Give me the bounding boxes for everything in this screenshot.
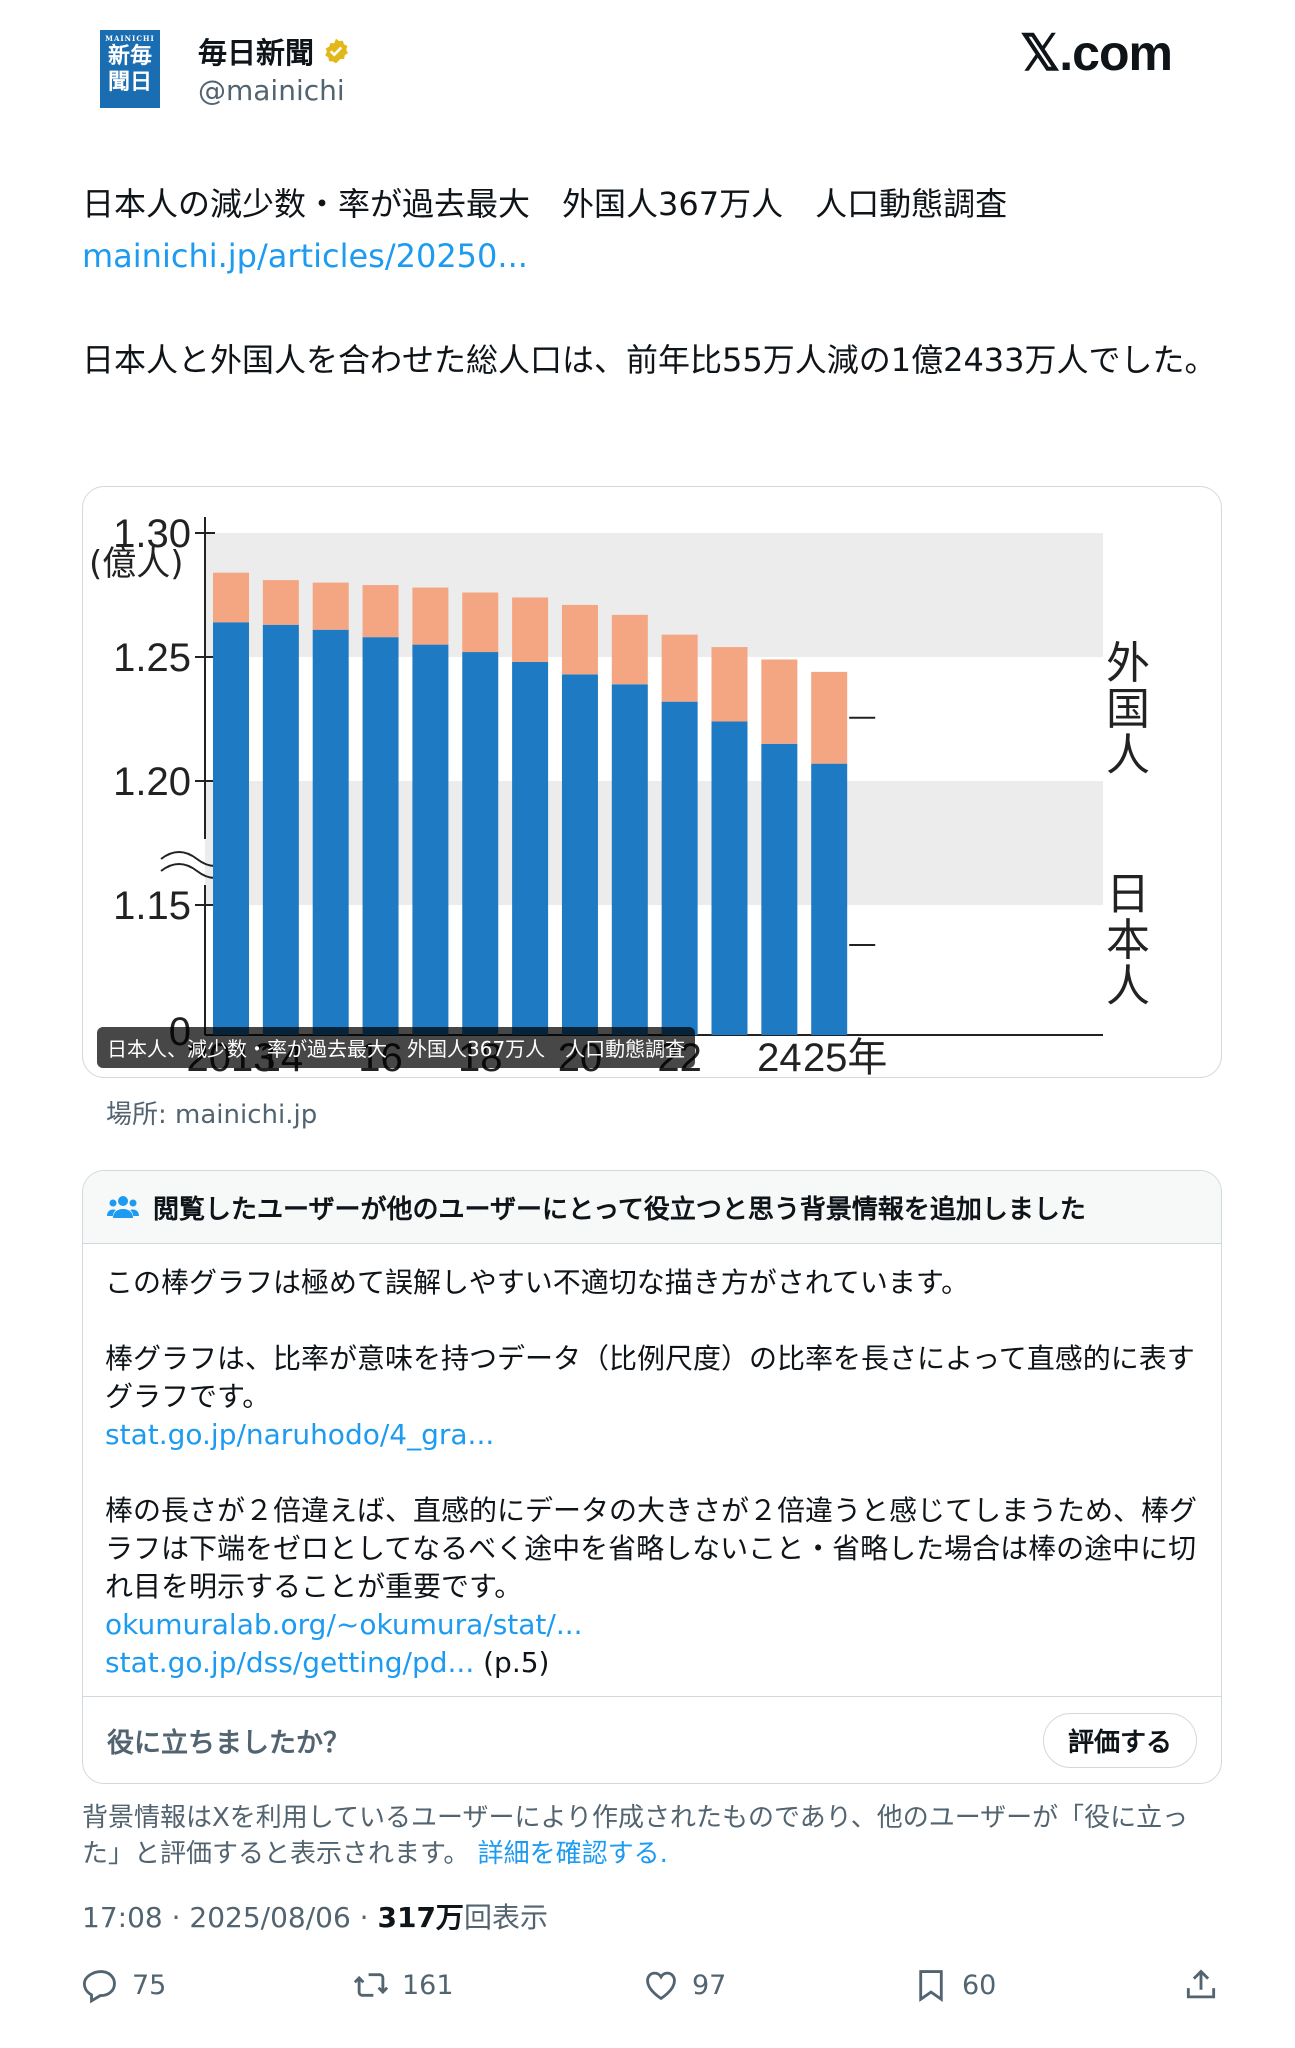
bar-foreign-2022 bbox=[661, 634, 698, 702]
bar-foreign-2017 bbox=[412, 587, 449, 645]
bar-japanese-2014 bbox=[262, 624, 299, 1035]
grid-band bbox=[205, 533, 1103, 657]
bar-foreign-2021 bbox=[611, 614, 648, 685]
disclaimer-text: 背景情報はXを利用しているユーザーにより作成されたものであり、他のユーザーが「役… bbox=[82, 1803, 1189, 1869]
bar-japanese-2024 bbox=[761, 743, 798, 1035]
note-body: この棒グラフは極めて誤解しやすい不適切な描き方がされています。 棒グラフは、比率… bbox=[83, 1244, 1221, 1682]
note-header: 閲覧したユーザーが他のユーザーにとって役立つと思う背景情報を追加しました bbox=[83, 1171, 1221, 1244]
bookmark-icon bbox=[919, 1970, 943, 2002]
y-tick-label: 1.20 bbox=[113, 760, 191, 804]
reply-icon bbox=[82, 1970, 116, 2004]
logo-text-top: MAINICHI bbox=[105, 34, 155, 43]
tweet-timestamp[interactable]: 17:08 · 2025/08/06 · bbox=[82, 1901, 378, 1934]
legend-label-japanese: 日本人 bbox=[1106, 869, 1150, 1012]
bar-foreign-2018 bbox=[462, 592, 499, 653]
bar-japanese-2025 bbox=[811, 763, 848, 1035]
note-heading: 閲覧したユーザーが他のユーザーにとって役立つと思う背景情報を追加しました bbox=[153, 1194, 1086, 1225]
bar-foreign-2025 bbox=[811, 671, 848, 764]
note-link-page: (p.5) bbox=[474, 1646, 550, 1679]
y-tick-label: 1.30 bbox=[113, 512, 191, 556]
tweet-text: 日本人の減少数・率が過去最大 外国人367万人 人口動態調査 mainichi.… bbox=[82, 178, 1222, 386]
repost-button[interactable]: 161 bbox=[352, 1966, 454, 2004]
learn-more-link[interactable]: 詳細を確認する. bbox=[477, 1839, 668, 1869]
repost-icon bbox=[353, 1973, 389, 1997]
note-paragraph-1: この棒グラフは極めて誤解しやすい不適切な描き方がされています。 bbox=[105, 1266, 970, 1299]
note-link-okumuralab[interactable]: okumuralab.org/~okumura/stat/... bbox=[105, 1608, 583, 1641]
x-tick-label: 24 bbox=[757, 1036, 802, 1077]
bar-foreign-2019 bbox=[512, 597, 549, 662]
x-tick-label: 25年 bbox=[803, 1036, 888, 1077]
y-tick-label: 1.15 bbox=[113, 884, 191, 928]
x-com-logo[interactable]: 𝕏.com bbox=[1020, 25, 1173, 81]
bar-foreign-2013 bbox=[213, 572, 249, 623]
y-axis-label: (億人) bbox=[89, 544, 184, 584]
bar-foreign-2020 bbox=[561, 604, 598, 675]
bar-japanese-2023 bbox=[711, 721, 748, 1035]
note-disclaimer: 背景情報はXを利用しているユーザーにより作成されたものであり、他のユーザーが「役… bbox=[82, 1800, 1222, 1872]
tweet-headline: 日本人の減少数・率が過去最大 外国人367万人 人口動態調査 bbox=[82, 185, 1008, 223]
bar-japanese-2017 bbox=[412, 644, 449, 1035]
grid-band bbox=[205, 781, 1103, 905]
share-icon bbox=[1186, 1969, 1216, 1999]
bar-japanese-2019 bbox=[512, 661, 549, 1035]
media-caption: 日本人、減少数・率が過去最大 外国人367万人 人口動態調査 bbox=[97, 1027, 696, 1068]
bookmark-count: 60 bbox=[962, 1969, 997, 2001]
heart-icon bbox=[646, 1971, 676, 2001]
like-button[interactable]: 97 bbox=[642, 1966, 726, 2004]
tweet-meta: 17:08 · 2025/08/06 · 317万回表示 bbox=[82, 1896, 548, 1936]
note-paragraph-3: 棒の長さが２倍違えば、直感的にデータの大きさが２倍違うと感じてしまうため、棒グラ… bbox=[105, 1494, 1198, 1603]
people-icon bbox=[107, 1196, 139, 1218]
bar-foreign-2014 bbox=[262, 580, 299, 625]
reply-count: 75 bbox=[132, 1969, 167, 2001]
bookmark-button[interactable]: 60 bbox=[912, 1966, 996, 2004]
bar-japanese-2016 bbox=[362, 637, 399, 1035]
note-paragraph-2: 棒グラフは、比率が意味を持つデータ（比例尺度）の比率を長さによって直感的に表すグ… bbox=[105, 1342, 1195, 1413]
view-count: 317万 bbox=[377, 1901, 464, 1934]
tweet-body: 日本人と外国人を合わせた総人口は、前年比55万人減の1億2433万人でした。 bbox=[82, 341, 1217, 379]
helpful-question: 役に立ちましたか？ bbox=[107, 1727, 350, 1759]
bar-japanese-2018 bbox=[462, 652, 499, 1035]
repost-count: 161 bbox=[402, 1969, 454, 2001]
verified-badge-icon bbox=[325, 38, 348, 64]
legend-label-foreign: 外国人 bbox=[1106, 638, 1150, 781]
link-source[interactable]: 場所: mainichi.jp bbox=[106, 1100, 318, 1130]
bar-japanese-2020 bbox=[561, 674, 598, 1035]
bar-foreign-2023 bbox=[711, 647, 748, 722]
logo-text-line1: 新毎 bbox=[107, 43, 152, 69]
reply-button[interactable]: 75 bbox=[82, 1966, 166, 2004]
tweet-actions: 75 161 97 60 bbox=[82, 1966, 1222, 2016]
note-footer: 役に立ちましたか？ 評価する bbox=[83, 1696, 1221, 1783]
account-name-text: 毎日新聞 bbox=[198, 36, 315, 70]
bar-foreign-2024 bbox=[761, 659, 798, 744]
like-count: 97 bbox=[692, 1969, 727, 2001]
share-button[interactable] bbox=[1182, 1966, 1220, 2004]
logo-text-line2: 聞日 bbox=[107, 69, 152, 95]
bar-foreign-2015 bbox=[312, 582, 349, 630]
note-link-stat-dss[interactable]: stat.go.jp/dss/getting/pd... bbox=[105, 1646, 475, 1679]
mainichi-logo[interactable]: MAINICHI 新毎 聞日 bbox=[100, 30, 160, 108]
population-bar-chart: 1.301.251.201.150(億人)201314161820222425年… bbox=[89, 512, 1150, 1077]
view-label: 回表示 bbox=[463, 1901, 548, 1934]
bar-japanese-2013 bbox=[213, 622, 249, 1035]
bar-japanese-2015 bbox=[312, 629, 349, 1035]
bar-japanese-2021 bbox=[611, 684, 648, 1035]
rate-button[interactable]: 評価する bbox=[1042, 1712, 1197, 1768]
y-tick-label: 1.25 bbox=[113, 636, 191, 680]
community-note: 閲覧したユーザーが他のユーザーにとって役立つと思う背景情報を追加しました この棒… bbox=[82, 1170, 1222, 1784]
note-link-stat-naruhodo[interactable]: stat.go.jp/naruhodo/4_gra... bbox=[105, 1418, 495, 1451]
tweet-article-link[interactable]: mainichi.jp/articles/20250... bbox=[82, 237, 528, 275]
account-name[interactable]: 毎日新聞 bbox=[198, 30, 350, 72]
bar-japanese-2022 bbox=[661, 701, 698, 1035]
media-card[interactable]: 1.301.251.201.150(億人)201314161820222425年… bbox=[82, 486, 1222, 1078]
account-handle[interactable]: @mainichi bbox=[198, 74, 345, 107]
bar-foreign-2016 bbox=[362, 585, 399, 638]
